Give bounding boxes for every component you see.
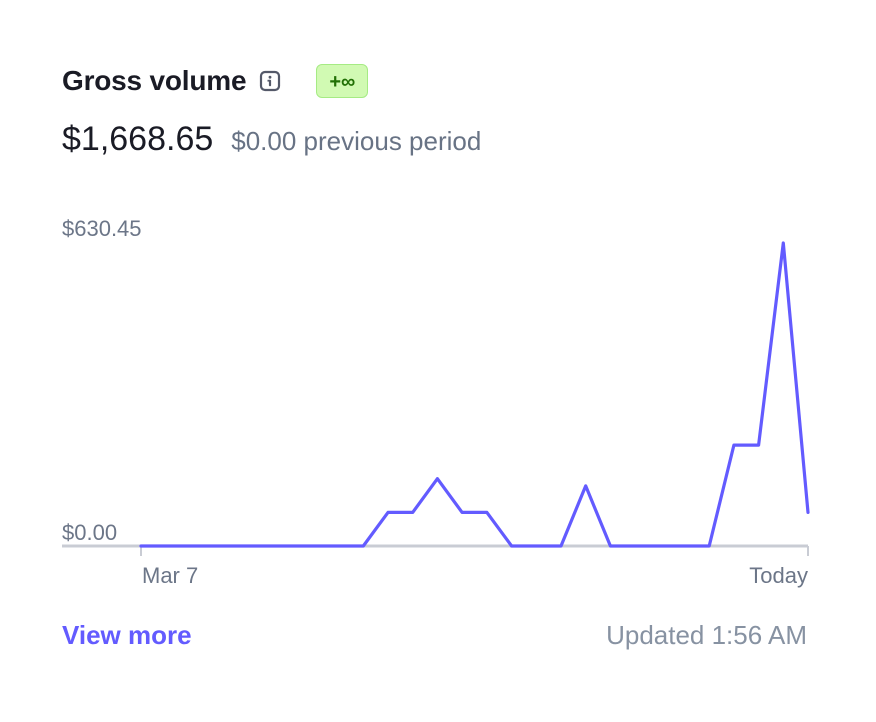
data-point[interactable] [286, 543, 292, 549]
data-point[interactable] [780, 240, 786, 246]
data-point[interactable] [336, 543, 342, 549]
data-point[interactable] [484, 509, 490, 515]
series-line [139, 241, 810, 548]
data-point[interactable] [410, 509, 416, 515]
data-point[interactable] [262, 543, 268, 549]
data-point[interactable] [509, 543, 515, 549]
data-point[interactable] [607, 543, 613, 549]
y-axis-max-label: $630.45 [62, 216, 142, 241]
data-point[interactable] [706, 543, 712, 549]
updated-timestamp: Updated 1:56 AM [606, 620, 807, 650]
data-point[interactable] [434, 476, 440, 482]
data-point[interactable] [237, 543, 243, 549]
data-point[interactable] [632, 543, 638, 549]
data-point[interactable] [558, 543, 564, 549]
data-point[interactable] [583, 483, 589, 489]
data-point[interactable] [163, 543, 169, 549]
data-point[interactable] [682, 543, 688, 549]
data-point[interactable] [657, 543, 663, 549]
previous-period-value: $0.00 previous period [231, 126, 482, 156]
data-point[interactable] [756, 442, 762, 448]
data-point[interactable] [212, 543, 218, 549]
total-row: $1,668.65 $0.00 previous period [62, 120, 481, 159]
info-icon[interactable] [258, 69, 282, 93]
data-point[interactable] [360, 543, 366, 549]
x-axis-end-label: Today [749, 563, 808, 588]
title-row: Gross volume +∞ [62, 62, 369, 100]
data-point[interactable] [138, 543, 144, 549]
data-point[interactable] [533, 543, 539, 549]
gross-volume-chart[interactable] [0, 0, 876, 600]
data-point[interactable] [187, 543, 193, 549]
card-title: Gross volume [62, 65, 247, 96]
x-axis-start-label: Mar 7 [142, 563, 199, 588]
data-point[interactable] [459, 509, 465, 515]
view-more-link[interactable]: View more [62, 620, 192, 650]
y-axis-min-label: $0.00 [62, 520, 118, 545]
data-point[interactable] [731, 442, 737, 448]
change-badge: +∞ [316, 64, 369, 98]
total-value: $1,668.65 [62, 120, 214, 158]
data-point[interactable] [385, 509, 391, 515]
data-point[interactable] [805, 509, 811, 515]
data-point[interactable] [311, 543, 317, 549]
